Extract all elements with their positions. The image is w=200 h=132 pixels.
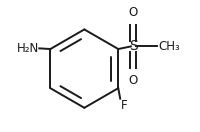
Text: O: O	[129, 74, 138, 87]
Text: F: F	[121, 99, 127, 112]
Text: H₂N: H₂N	[16, 42, 39, 55]
Text: S: S	[129, 39, 138, 53]
Text: CH₃: CH₃	[158, 40, 180, 53]
Text: O: O	[129, 6, 138, 19]
